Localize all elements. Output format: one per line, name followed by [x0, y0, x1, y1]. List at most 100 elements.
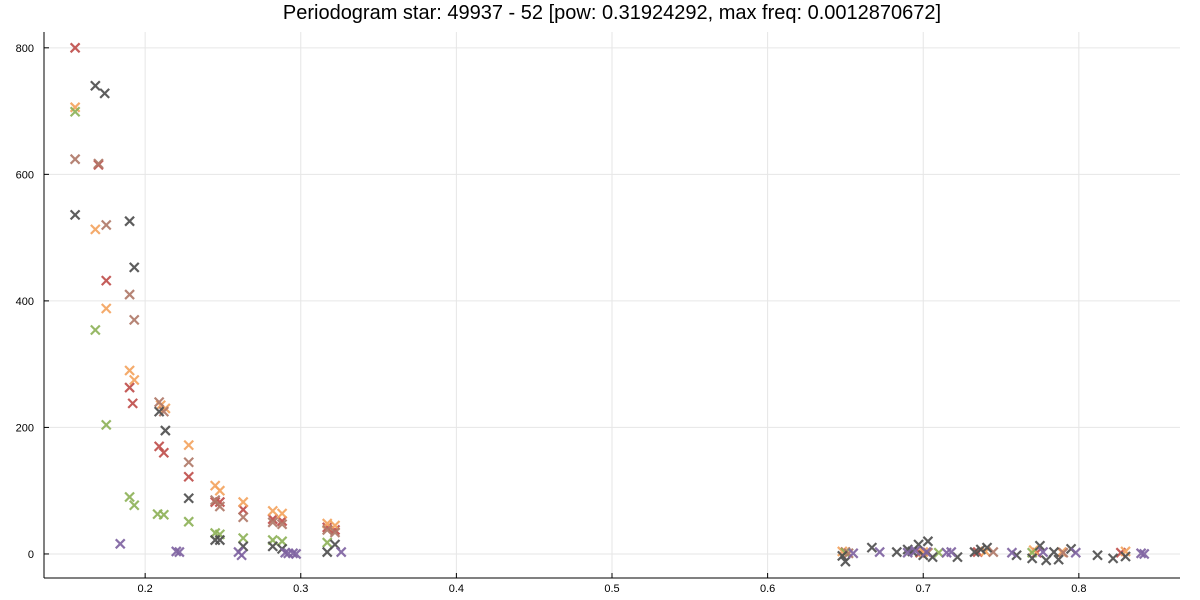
data-point — [69, 42, 81, 54]
data-point — [209, 494, 221, 506]
data-point — [160, 425, 171, 436]
data-point — [214, 501, 226, 512]
data-point — [267, 513, 279, 525]
data-point — [922, 536, 934, 547]
data-point — [174, 546, 185, 558]
data-point — [153, 441, 165, 452]
x-tick-label: 0.2 — [138, 583, 153, 595]
data-point — [267, 517, 279, 528]
data-point — [290, 548, 302, 560]
data-point — [183, 516, 195, 527]
data-point — [1092, 549, 1103, 561]
data-point — [910, 545, 921, 557]
data-point — [276, 508, 288, 519]
data-point — [69, 153, 81, 165]
data-point — [158, 447, 170, 459]
y-tick-label: 0 — [28, 549, 34, 561]
data-point — [321, 522, 333, 533]
data-point — [128, 499, 140, 511]
data-point — [127, 398, 138, 409]
data-point — [237, 532, 249, 544]
data-point — [236, 549, 247, 561]
series-2 — [69, 102, 1131, 558]
data-point — [100, 303, 112, 314]
y-tick-label: 600 — [16, 169, 34, 181]
data-point — [69, 102, 81, 113]
data-point — [1026, 553, 1038, 564]
data-point — [945, 546, 957, 558]
series-4 — [69, 153, 1069, 559]
data-point — [267, 505, 279, 517]
data-point — [987, 546, 999, 558]
data-point — [124, 215, 135, 227]
data-point — [183, 493, 195, 504]
data-point — [276, 515, 288, 527]
data-point — [93, 158, 104, 169]
data-point — [237, 504, 249, 515]
data-point — [837, 550, 848, 562]
data-point — [183, 439, 195, 451]
series-1 — [69, 42, 1127, 558]
data-point — [913, 539, 924, 550]
data-point — [969, 546, 980, 558]
data-point — [267, 541, 279, 552]
data-point — [158, 509, 170, 521]
data-point — [1034, 540, 1046, 552]
data-point — [866, 542, 878, 553]
data-point — [276, 518, 288, 530]
data-point — [1006, 547, 1018, 558]
data-point — [975, 544, 987, 555]
data-point — [100, 419, 112, 431]
chart-title: Periodogram star: 49937 - 52 [pow: 0.319… — [283, 2, 941, 24]
data-point — [90, 324, 101, 336]
data-point — [1037, 546, 1049, 558]
series-5 — [69, 80, 1131, 567]
axes — [43, 32, 1180, 579]
data-point — [100, 219, 112, 231]
data-point — [183, 471, 195, 483]
data-point — [128, 262, 140, 273]
data-point — [90, 224, 101, 235]
data-point — [847, 548, 859, 559]
x-tick-label: 0.7 — [916, 583, 931, 595]
data-point — [329, 527, 341, 538]
data-point — [891, 546, 903, 558]
data-point — [321, 537, 333, 548]
data-point — [237, 511, 249, 523]
data-point — [874, 546, 885, 558]
grid — [44, 32, 1180, 578]
data-point — [153, 406, 165, 417]
data-point — [183, 456, 195, 468]
data-point — [214, 485, 226, 496]
data-point — [287, 548, 299, 559]
data-point — [1138, 548, 1150, 560]
data-point — [921, 546, 932, 558]
data-point — [981, 542, 993, 553]
x-tick-label: 0.4 — [449, 583, 464, 595]
data-points — [69, 42, 1150, 567]
data-point — [335, 546, 347, 558]
data-point — [1058, 547, 1069, 558]
x-tick-label: 0.8 — [1071, 583, 1086, 595]
data-point — [1048, 546, 1060, 558]
data-point — [69, 106, 81, 117]
data-point — [124, 382, 135, 393]
data-point — [933, 547, 945, 558]
data-point — [1120, 551, 1131, 562]
data-point — [276, 536, 288, 547]
x-tick-label: 0.5 — [604, 583, 619, 595]
data-point — [124, 289, 135, 300]
y-tick-label: 400 — [16, 296, 34, 308]
y-tick-label: 200 — [16, 422, 34, 434]
data-point — [114, 538, 126, 550]
data-point — [237, 496, 249, 508]
data-point — [170, 546, 182, 557]
data-point — [321, 524, 333, 536]
data-point — [214, 534, 226, 546]
data-point — [1070, 547, 1082, 558]
data-point — [124, 491, 135, 503]
data-point — [1107, 553, 1119, 564]
data-point — [1053, 554, 1064, 565]
